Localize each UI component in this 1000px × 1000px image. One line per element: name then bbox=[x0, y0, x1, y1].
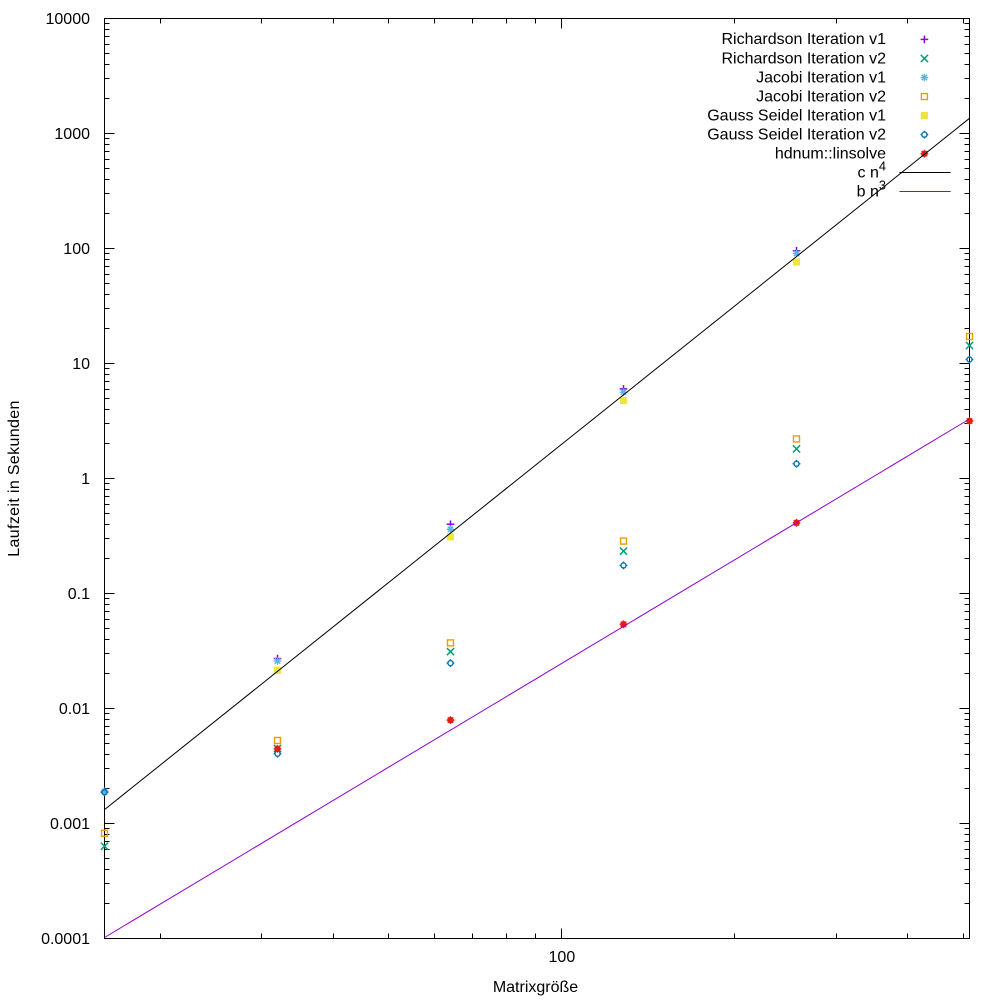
svg-text:1: 1 bbox=[81, 471, 90, 488]
svg-text:0.1: 0.1 bbox=[68, 586, 90, 603]
svg-text:hdnum::linsolve: hdnum::linsolve bbox=[775, 146, 886, 163]
svg-text:100: 100 bbox=[549, 949, 576, 966]
svg-text:1000: 1000 bbox=[54, 126, 90, 143]
svg-text:Richardson Iteration v1: Richardson Iteration v1 bbox=[721, 31, 886, 48]
svg-text:Gauss Seidel Iteration v1: Gauss Seidel Iteration v1 bbox=[707, 107, 886, 124]
svg-text:100: 100 bbox=[63, 241, 90, 258]
svg-text:10: 10 bbox=[72, 356, 90, 373]
svg-text:b n3: b n3 bbox=[857, 178, 886, 201]
svg-text:Matrixgröße: Matrixgröße bbox=[493, 979, 578, 996]
svg-text:10000: 10000 bbox=[46, 11, 91, 28]
svg-text:Gauss Seidel Iteration v2: Gauss Seidel Iteration v2 bbox=[707, 126, 886, 143]
svg-text:Laufzeit in Sekunden: Laufzeit in Sekunden bbox=[6, 400, 23, 556]
svg-text:Richardson Iteration v2: Richardson Iteration v2 bbox=[721, 50, 886, 67]
svg-text:0.01: 0.01 bbox=[59, 701, 90, 718]
svg-text:Jacobi Iteration v1: Jacobi Iteration v1 bbox=[756, 69, 886, 86]
svg-text:Jacobi Iteration v2: Jacobi Iteration v2 bbox=[756, 88, 886, 105]
svg-text:0.0001: 0.0001 bbox=[41, 931, 90, 948]
svg-text:0.001: 0.001 bbox=[50, 816, 90, 833]
